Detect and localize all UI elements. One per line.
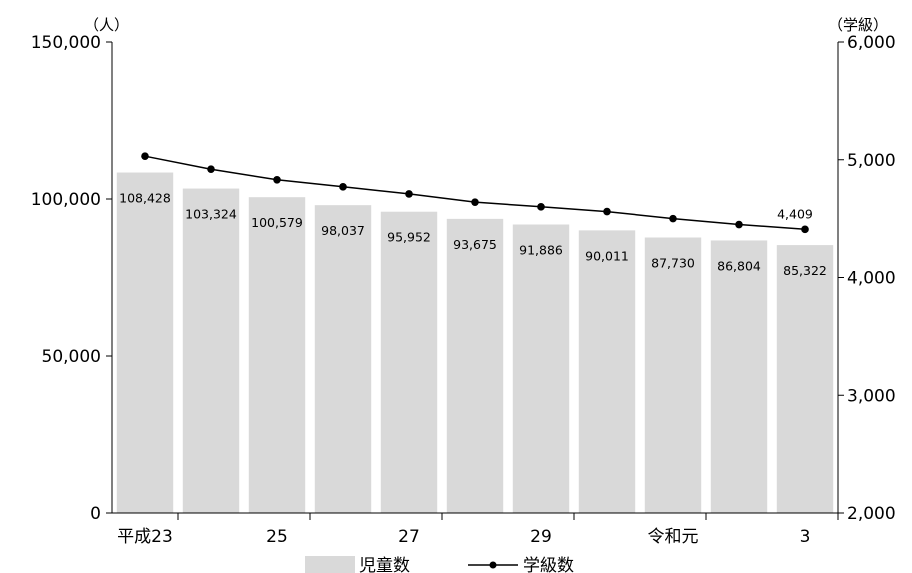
left-tick-label-2: 100,000 (31, 190, 101, 210)
bar-10 (776, 245, 834, 513)
bar-9 (710, 240, 768, 514)
line-point-9 (735, 220, 743, 229)
bar-6 (512, 224, 570, 513)
bar-7 (578, 230, 636, 513)
bar-value-label-3: 98,037 (321, 223, 365, 238)
x-tick-label-0: 平成23 (117, 527, 173, 547)
axes-group: 0 50,000 100,000 150,000 2,000 3,000 4,000 5,00… (31, 33, 896, 547)
left-tick-label-0: 0 (90, 504, 101, 524)
bar-1 (182, 188, 240, 514)
left-tick-label-3: 150,000 (31, 33, 101, 53)
right-axis-unit: （学級） (828, 16, 888, 34)
left-axis-unit: （人） (84, 16, 129, 34)
x-tick-label-4: 27 (398, 527, 420, 547)
legend-line-marker (489, 561, 497, 569)
right-tick-label-3: 5,000 (847, 151, 896, 171)
bar-0 (116, 172, 174, 514)
legend-bar-label: 児童数 (359, 556, 410, 573)
line-point-10 (801, 225, 809, 234)
x-tick-label-2: 25 (266, 527, 288, 547)
line-series-path (144, 155, 806, 231)
legend-bar-swatch (305, 556, 355, 573)
line-point-1 (207, 165, 215, 173)
legend-line-label: 学級数 (523, 556, 574, 573)
bar-value-label-2: 100,579 (251, 215, 303, 230)
bar-3 (314, 205, 372, 513)
bar-value-label-5: 93,675 (453, 237, 497, 252)
line-point-4 (405, 190, 413, 198)
line-point-6 (537, 203, 545, 211)
right-tick-label-2: 4,000 (847, 269, 896, 289)
bars-group (116, 172, 834, 514)
line-series-group: 4,409 (141, 152, 813, 234)
line-point-3 (339, 183, 347, 191)
right-tick-label-0: 2,000 (847, 504, 896, 524)
bar-value-label-10: 85,322 (783, 263, 827, 278)
line-point-5 (471, 198, 479, 206)
left-tick-label-1: 50,000 (42, 347, 101, 367)
bar-value-label-6: 91,886 (519, 242, 563, 257)
right-tick-label-1: 3,000 (847, 386, 896, 406)
x-tick-label-8: 令和元 (648, 527, 699, 547)
bar-4 (380, 211, 438, 513)
bar-value-label-7: 90,011 (585, 248, 629, 263)
bar-value-label-8: 87,730 (651, 256, 695, 271)
bar-value-label-9: 86,804 (717, 258, 761, 273)
bar-8 (644, 237, 702, 513)
bar-2 (248, 197, 306, 513)
line-point-8 (669, 214, 677, 223)
line-point-7 (603, 207, 611, 216)
x-tick-label-6: 29 (530, 527, 552, 547)
legend: 児童数 学級数 (305, 556, 574, 573)
bar-value-label-1: 103,324 (185, 207, 237, 222)
line-point-2 (273, 175, 281, 184)
x-tick-label-10: 3 (800, 527, 811, 547)
bar-5 (446, 218, 504, 513)
line-value-label-10: 4,409 (777, 206, 813, 221)
right-tick-label-4: 6,000 (847, 33, 896, 53)
bar-value-label-0: 108,428 (119, 191, 171, 206)
bar-value-label-4: 95,952 (387, 230, 431, 245)
bar-labels-group: 108,428 103,324 100,579 98,037 95,952 93,675 9… (119, 191, 827, 279)
line-point-0 (141, 152, 149, 161)
